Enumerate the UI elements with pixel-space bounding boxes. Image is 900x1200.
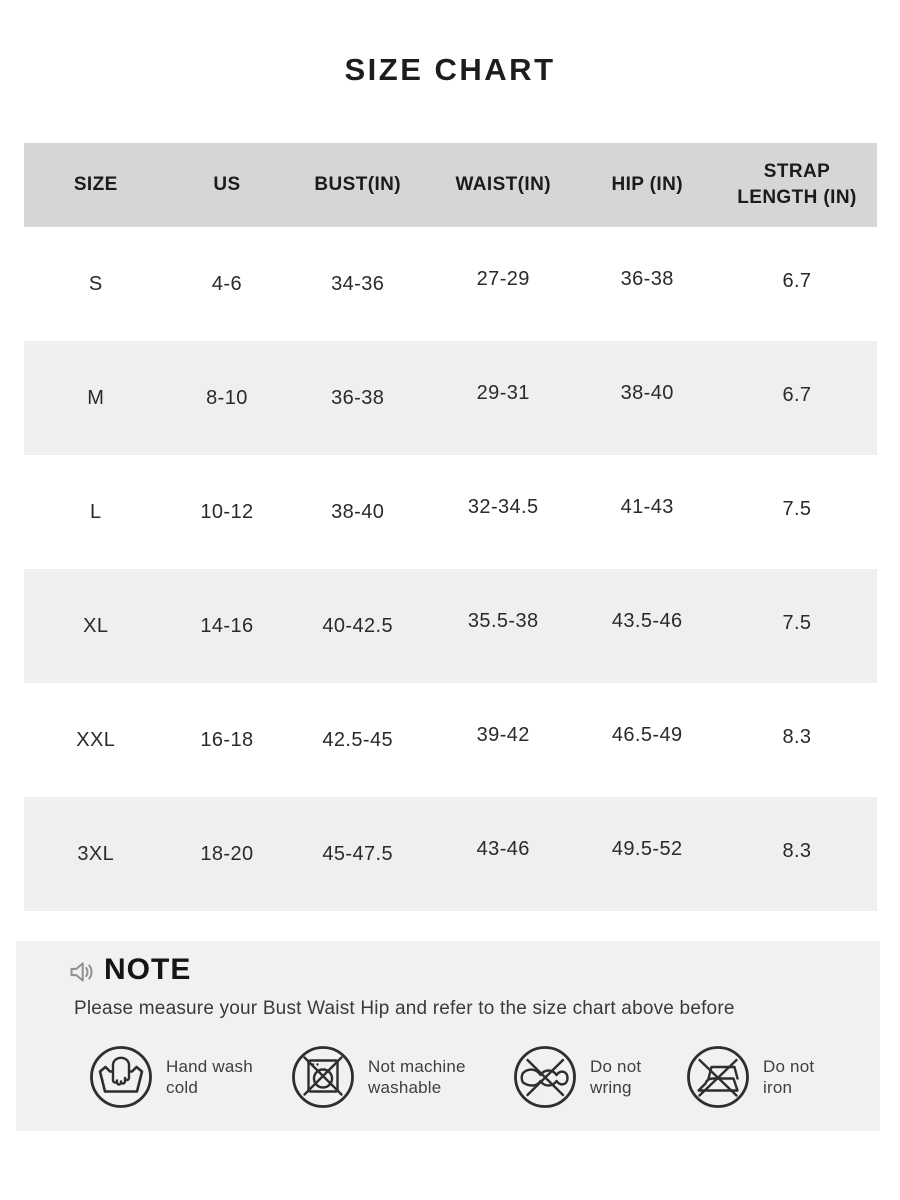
cell-waist: 27-29 [476, 267, 530, 290]
table-row-m: M 8-10 36-38 29-31 38-40 6.7 [24, 341, 877, 455]
cell-hip: 49.5-52 [611, 837, 683, 860]
cell-hip: 46.5-49 [611, 723, 683, 746]
cell-bust: 45-47.5 [322, 842, 394, 865]
cell-strap: 7.5 [782, 611, 812, 634]
cell-strap: 6.7 [782, 269, 812, 292]
care-label: Hand wash cold [166, 1057, 253, 1097]
col-header-waist: WAIST(IN) [455, 174, 551, 196]
col-header-strap-length: STRAP LENGTH (IN) [737, 161, 857, 208]
cell-us: 16-18 [200, 728, 254, 751]
cell-hip: 38-40 [620, 381, 674, 404]
cell-size: M [87, 386, 105, 409]
cell-bust: 40-42.5 [322, 614, 394, 637]
table-row-l: L 10-12 38-40 32-34.5 41-43 7.5 [24, 455, 877, 569]
cell-strap: 6.7 [782, 383, 812, 406]
note-body-text: Please measure your Bust Waist Hip and r… [74, 998, 735, 1019]
cell-strap: 7.5 [782, 497, 812, 520]
care-label: Do not wring [590, 1057, 642, 1097]
do-not-wring-icon [514, 1046, 576, 1108]
hand-wash-icon [90, 1046, 152, 1108]
cell-size: S [88, 272, 103, 295]
size-chart-table: SIZE US BUST(IN) WAIST(IN) HIP (IN) STRA… [24, 143, 877, 911]
cell-bust: 34-36 [331, 272, 385, 295]
cell-waist: 43-46 [476, 837, 530, 860]
table-header-row: SIZE US BUST(IN) WAIST(IN) HIP (IN) STRA… [24, 143, 877, 227]
cell-hip: 36-38 [620, 267, 674, 290]
table-row-3xl: 3XL 18-20 45-47.5 43-46 49.5-52 8.3 [24, 797, 877, 911]
note-heading: NOTE [104, 953, 192, 986]
care-item-do-not-iron: Do not iron [686, 1045, 814, 1109]
page-title: SIZE CHART [344, 52, 556, 87]
cell-us: 8-10 [206, 386, 248, 409]
cell-bust: 38-40 [331, 500, 385, 523]
cell-hip: 41-43 [620, 495, 674, 518]
table-row-xxl: XXL 16-18 42.5-45 39-42 46.5-49 8.3 [24, 683, 877, 797]
cell-size: L [89, 500, 102, 523]
table-row-s: S 4-6 34-36 27-29 36-38 6.7 [24, 227, 877, 341]
col-header-hip: HIP (IN) [611, 174, 683, 196]
cell-strap: 8.3 [782, 725, 812, 748]
col-header-bust: BUST(IN) [314, 174, 401, 196]
cell-size: 3XL [77, 842, 115, 865]
speaker-icon [70, 962, 93, 982]
cell-bust: 42.5-45 [322, 728, 394, 751]
do-not-iron-icon [687, 1046, 749, 1108]
care-label: Do not iron [763, 1057, 815, 1097]
cell-size: XXL [76, 728, 116, 751]
cell-waist: 39-42 [476, 723, 530, 746]
table-row-xl: XL 14-16 40-42.5 35.5-38 43.5-46 7.5 [24, 569, 877, 683]
care-item-not-machine-washable: Not machine washable [291, 1045, 466, 1109]
cell-waist: 32-34.5 [467, 495, 539, 518]
col-header-us: US [213, 174, 241, 196]
cell-hip: 43.5-46 [611, 609, 683, 632]
care-item-do-not-wring: Do not wring [513, 1045, 641, 1109]
cell-waist: 29-31 [476, 381, 530, 404]
col-header-size: SIZE [73, 174, 118, 196]
cell-waist: 35.5-38 [467, 609, 539, 632]
cell-bust: 36-38 [331, 386, 385, 409]
cell-size: XL [83, 614, 109, 637]
cell-us: 10-12 [200, 500, 254, 523]
care-label: Not machine washable [368, 1057, 466, 1097]
care-item-hand-wash: Hand wash cold [89, 1045, 253, 1109]
cell-us: 18-20 [200, 842, 254, 865]
no-machine-wash-icon [292, 1046, 354, 1108]
cell-strap: 8.3 [782, 839, 812, 862]
cell-us: 14-16 [200, 614, 254, 637]
cell-us: 4-6 [211, 272, 243, 295]
note-section: NOTE Please measure your Bust Waist Hip … [16, 941, 880, 1131]
